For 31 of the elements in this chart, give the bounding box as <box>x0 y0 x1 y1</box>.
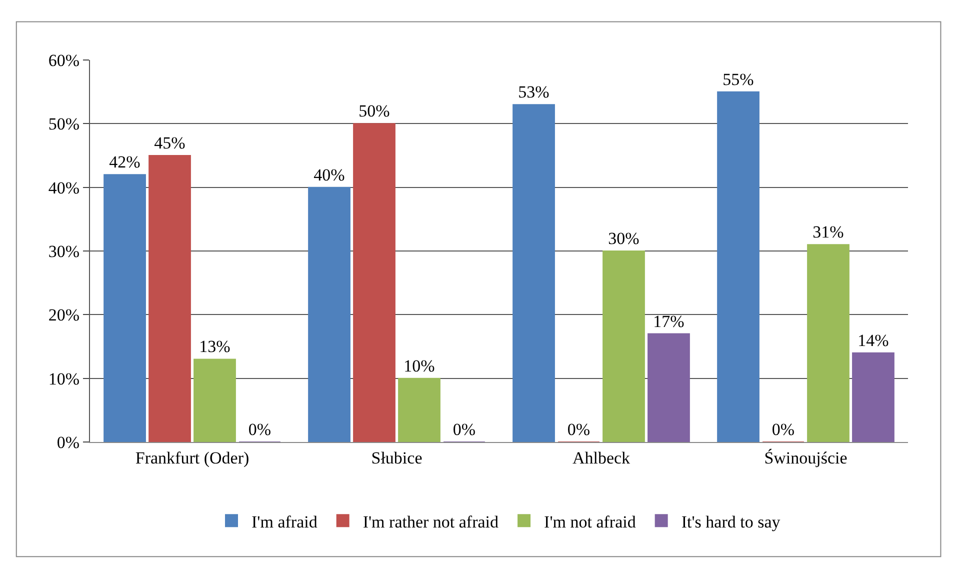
x-tick-label: Słubice <box>371 448 422 468</box>
data-label: 45% <box>154 134 186 152</box>
y-tick-label: 10% <box>48 369 80 388</box>
data-label: 40% <box>314 165 345 184</box>
data-label: 31% <box>812 222 844 242</box>
data-label: 0% <box>772 420 795 439</box>
x-tick-label: Świnoujście <box>764 448 848 468</box>
data-label: 14% <box>858 330 889 350</box>
legend-label: It's hard to say <box>681 512 781 532</box>
x-tick-label: Frankfurt (Oder) <box>135 448 250 468</box>
y-tick-label: 20% <box>48 306 80 325</box>
legend-label: I'm not afraid <box>544 512 636 532</box>
y-tick-label: 30% <box>48 242 80 261</box>
data-label: 50% <box>358 102 390 121</box>
data-label: 42% <box>109 152 140 172</box>
data-label: 55% <box>722 70 754 89</box>
legend-label: I'm afraid <box>252 512 318 532</box>
data-label: 0% <box>248 420 272 439</box>
data-label: 0% <box>452 420 476 439</box>
y-tick-label: 50% <box>48 114 80 134</box>
data-label: 17% <box>653 312 684 331</box>
y-tick-label: 0% <box>56 432 80 452</box>
data-label: 30% <box>608 229 640 248</box>
x-tick-label: Ahlbeck <box>572 448 631 468</box>
data-label: 0% <box>567 420 590 439</box>
y-tick-label: 40% <box>48 178 80 198</box>
y-tick-label: 60% <box>48 50 80 70</box>
legend-label: I'm rather not afraid <box>362 512 500 532</box>
data-label: 13% <box>199 337 230 356</box>
data-label: 10% <box>404 356 435 376</box>
data-label: 53% <box>518 82 550 102</box>
